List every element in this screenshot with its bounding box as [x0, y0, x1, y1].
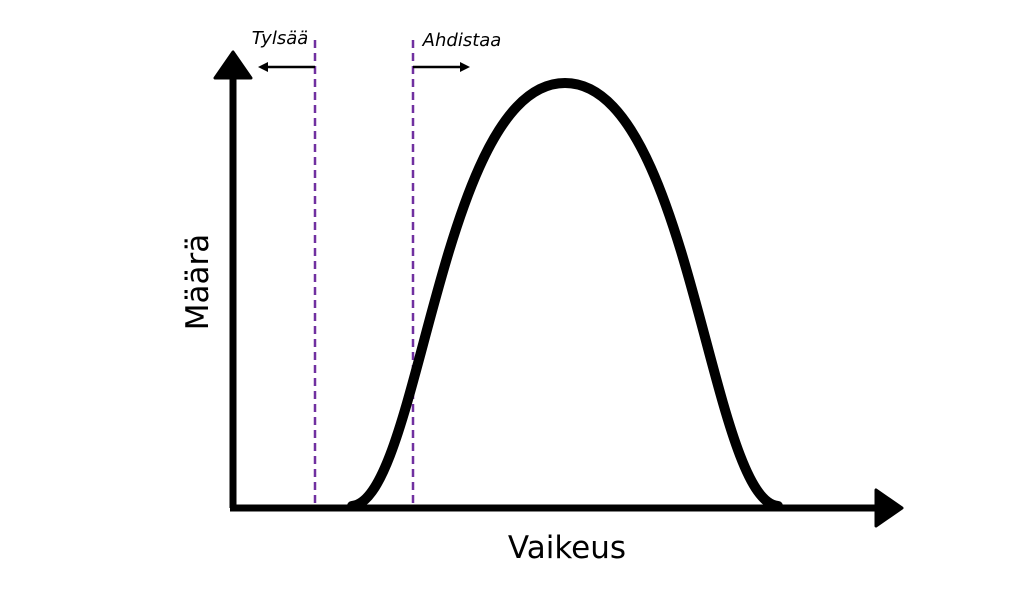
anxiety-arrowhead	[460, 62, 470, 72]
x-axis-arrowhead	[874, 488, 904, 528]
boredom-arrowhead	[258, 62, 268, 72]
annotation: Tylsää	[252, 28, 309, 49]
bell-curve	[347, 77, 783, 511]
annotation: Ahdistaa	[422, 30, 502, 51]
y-axis-arrowhead	[213, 50, 253, 80]
y-axis-label: Määrä	[180, 234, 216, 330]
x-axis-label: Vaikeus	[508, 530, 626, 566]
